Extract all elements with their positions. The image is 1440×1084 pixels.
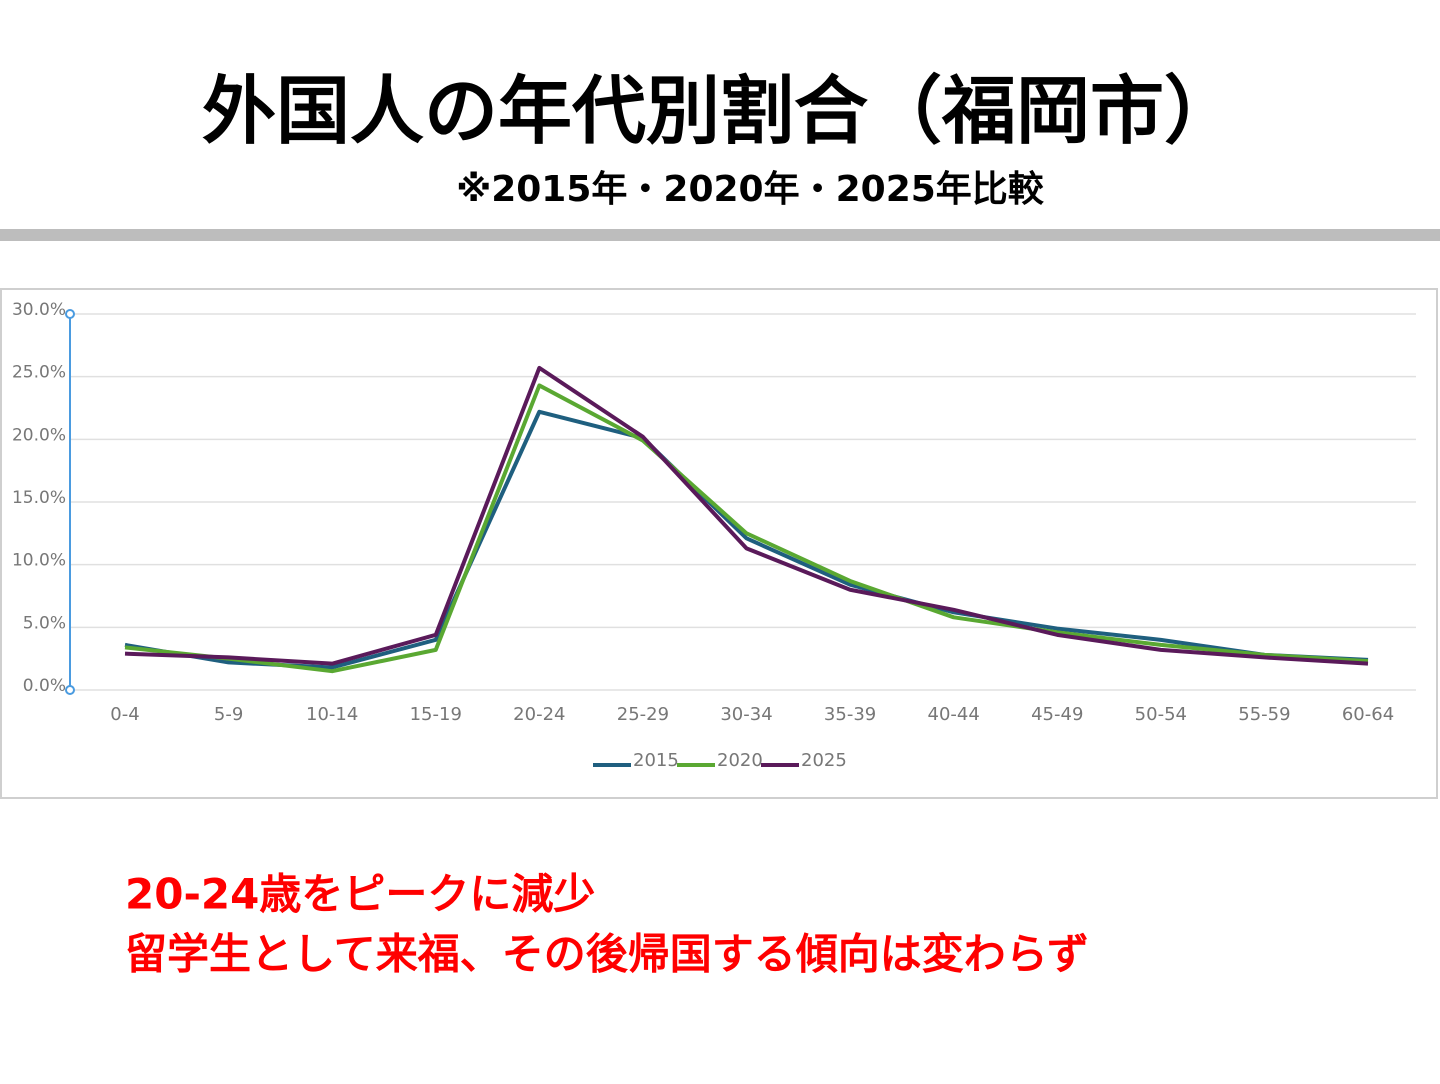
legend-label: 2015 xyxy=(633,750,679,771)
x-tick-label: 35-39 xyxy=(824,704,876,725)
x-tick-label: 25-29 xyxy=(617,704,669,725)
legend-label: 2025 xyxy=(801,750,847,771)
axis-handle xyxy=(65,309,75,319)
slide-title: 外国人の年代別割合（福岡市） xyxy=(202,69,1238,155)
legend-label: 2020 xyxy=(717,750,763,771)
x-tick-label: 60-64 xyxy=(1342,704,1394,725)
note: 20-24歳をピークに減少 xyxy=(125,870,595,919)
note: 留学生として来福、その後帰国する傾向は変わらず xyxy=(125,930,1089,979)
axis-handle xyxy=(65,685,75,695)
divider xyxy=(0,229,1440,241)
x-tick-label: 50-54 xyxy=(1135,704,1187,725)
y-tick-label: 25.0% xyxy=(12,363,66,383)
y-tick-label: 10.0% xyxy=(12,551,66,571)
x-tick-label: 40-44 xyxy=(928,704,980,725)
series-line xyxy=(124,365,1369,666)
x-tick-label: 45-49 xyxy=(1031,704,1083,725)
x-tick-label: 30-34 xyxy=(720,704,772,725)
y-tick-label: 0.0% xyxy=(23,676,66,696)
y-tick-label: 30.0% xyxy=(12,300,66,320)
series-line xyxy=(124,409,1369,670)
x-tick-label: 10-14 xyxy=(306,704,358,725)
series-line xyxy=(124,383,1369,674)
y-tick-label: 5.0% xyxy=(23,613,66,633)
slide-subtitle: ※2015年・2020年・2025年比較 xyxy=(456,169,1045,210)
x-tick-label: 20-24 xyxy=(513,704,565,725)
x-tick-label: 0-4 xyxy=(110,704,139,725)
chart: 0.0% 5.0% 10.0% 15.0% 20.0% 25.0% 30.0% 0-4 5-9 1… xyxy=(12,300,1416,771)
y-tick-label: 15.0% xyxy=(12,488,66,508)
y-tick-label: 20.0% xyxy=(12,425,66,445)
x-tick-label: 5-9 xyxy=(214,704,243,725)
chart-frame xyxy=(0,288,1438,799)
x-tick-label: 15-19 xyxy=(410,704,462,725)
x-tick-label: 55-59 xyxy=(1238,704,1290,725)
